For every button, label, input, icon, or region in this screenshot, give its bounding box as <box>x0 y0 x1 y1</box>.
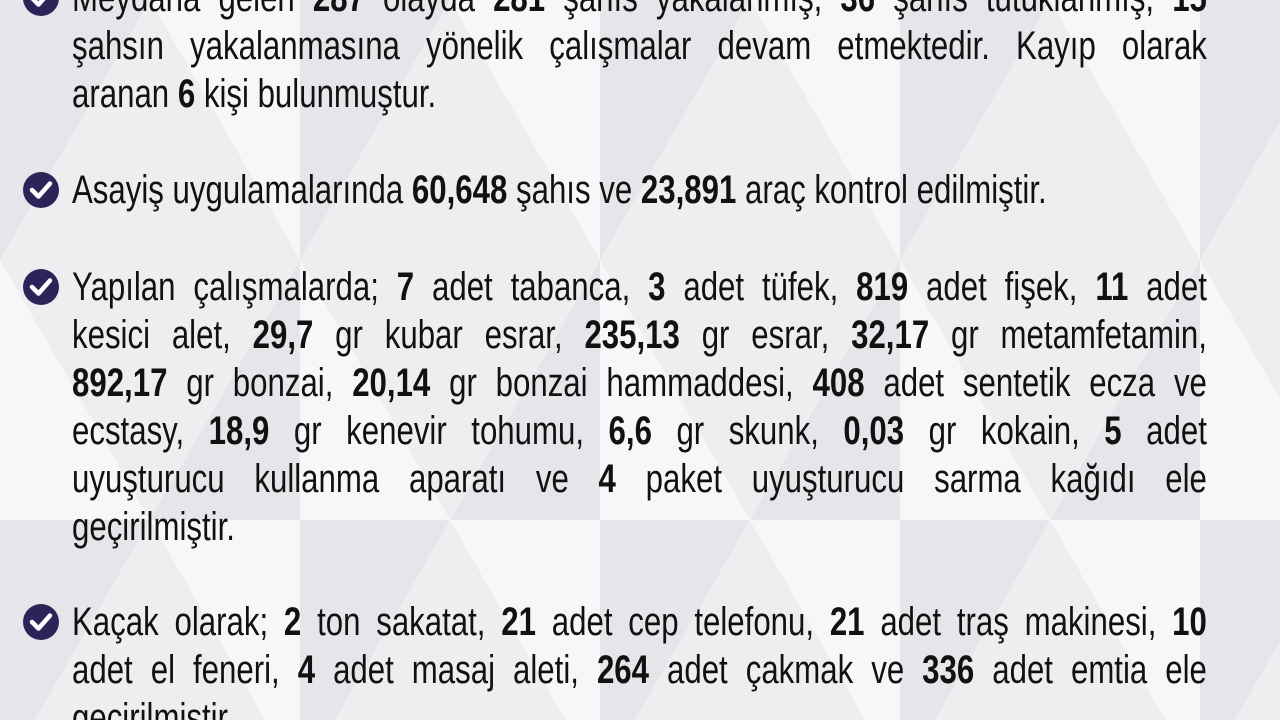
check-icon <box>23 604 59 640</box>
text-run: Kaçak olarak; <box>72 600 284 644</box>
text-run: geçirilmiştir. <box>72 696 235 720</box>
bold-figure: 15 <box>1172 0 1207 20</box>
text-run: Asayiş uygulamalarında <box>72 168 412 212</box>
text-run: Yapılan çalışmalarda; <box>72 265 397 309</box>
text-run: aranan <box>72 72 178 116</box>
bold-figure: 408 <box>812 361 865 405</box>
text-run: adet <box>1121 409 1207 453</box>
bold-figure: 6 <box>177 72 196 116</box>
check-icon <box>23 269 59 305</box>
text-line: aranan 6 kişi bulunmuştur. <box>72 70 1207 118</box>
bold-figure: 3 <box>648 265 666 309</box>
bold-figure: 20,14 <box>352 361 431 405</box>
check-icon <box>23 0 59 16</box>
text-line: adet el feneri, 4 adet masaj aleti, 264 … <box>72 646 1207 694</box>
bold-figure: 7 <box>396 265 415 309</box>
text-line: 892,17 gr bonzai, 20,14 gr bonzai hammad… <box>72 359 1207 407</box>
text-line: Meydana gelen 287 olayda 281 şahıs yakal… <box>72 0 1207 22</box>
bold-figure: 0,03 <box>843 409 905 453</box>
text-run: ton sakatat, <box>301 600 502 644</box>
text-run: şahıs yakalanmış, <box>545 0 840 20</box>
text-run: uyuşturucu kullanma aparatı ve <box>72 457 599 501</box>
bold-figure: 2 <box>283 600 302 644</box>
text-run: gr metamfetamin, <box>929 313 1207 357</box>
text-run: kişi bulunmuştur. <box>195 72 437 116</box>
text-run: adet el feneri, <box>72 648 298 692</box>
text-run: adet masaj aleti, <box>315 648 597 692</box>
text-run: gr kokain, <box>904 409 1105 453</box>
bold-figure: 21 <box>501 600 536 644</box>
bold-figure: 264 <box>596 648 650 692</box>
text-run: adet cep telefonu, <box>535 600 830 644</box>
text-run: adet traş makinesi, <box>864 600 1173 644</box>
text-line: geçirilmiştir. <box>72 503 1207 551</box>
bold-figure: 892,17 <box>72 361 168 405</box>
bold-figure: 4 <box>297 648 316 692</box>
text-run: olayda <box>365 0 493 20</box>
text-run: adet fişek, <box>908 265 1096 309</box>
bold-figure: 819 <box>856 265 909 309</box>
text-run: gr kenevir tohumu, <box>269 409 609 453</box>
text-line: Yapılan çalışmalarda; 7 adet tabanca, 3 … <box>72 263 1207 311</box>
text-run: gr bonzai hammaddesi, <box>430 361 813 405</box>
bold-figure: 6,6 <box>608 409 652 453</box>
bold-figure: 281 <box>493 0 545 20</box>
text-run: adet emtia ele <box>974 648 1207 692</box>
text-line: şahsın yakalanmasına yönelik çalışmalar … <box>72 22 1207 70</box>
text-run: Meydana gelen <box>72 0 313 20</box>
bold-figure: 18,9 <box>208 409 270 453</box>
text-run: paket uyuşturucu sarma kağıdı ele <box>615 457 1207 501</box>
bold-figure: 21 <box>829 600 865 644</box>
text-run: adet sentetik ecza ve <box>864 361 1207 405</box>
text-run: araç kontrol edilmiştir. <box>736 168 1047 212</box>
bold-figure: 287 <box>313 0 365 20</box>
text-run: adet tüfek, <box>665 265 857 309</box>
text-line: Kaçak olarak; 2 ton sakatat, 21 adet cep… <box>72 598 1207 646</box>
bold-figure: 336 <box>922 648 975 692</box>
check-icon <box>23 172 59 208</box>
text-run: gr kubar esrar, <box>313 313 585 357</box>
bold-figure: 60,648 <box>411 168 508 212</box>
bold-figure: 29,7 <box>252 313 314 357</box>
text-run: geçirilmiştir. <box>72 505 235 549</box>
text-run: şahsın yakalanmasına yönelik çalışmalar … <box>72 24 1207 68</box>
text-line: Asayiş uygulamalarında 60,648 şahıs ve 2… <box>72 166 1207 214</box>
text-run: gr esrar, <box>679 313 852 357</box>
bold-figure: 235,13 <box>584 313 680 357</box>
bold-figure: 11 <box>1095 265 1129 309</box>
text-run: şahıs tutuklanmış, <box>875 0 1172 20</box>
text-run: gr skunk, <box>651 409 844 453</box>
bold-figure: 10 <box>1172 600 1207 644</box>
text-run: adet çakmak ve <box>649 648 923 692</box>
bold-figure: 4 <box>598 457 616 501</box>
text-run: adet <box>1128 265 1207 309</box>
text-run: şahıs ve <box>507 168 641 212</box>
text-line: ecstasy, 18,9 gr kenevir tohumu, 6,6 gr … <box>72 407 1207 455</box>
text-run: gr bonzai, <box>167 361 353 405</box>
text-line: geçirilmiştir. <box>72 694 1207 720</box>
text-run: adet tabanca, <box>414 265 649 309</box>
bold-figure: 32,17 <box>851 313 930 357</box>
bold-figure: 23,891 <box>640 168 737 212</box>
bold-figure: 5 <box>1104 409 1122 453</box>
text-line: uyuşturucu kullanma aparatı ve 4 paket u… <box>72 455 1207 503</box>
text-run: kesici alet, <box>72 313 253 357</box>
text-run: ecstasy, <box>72 409 209 453</box>
bold-figure: 36 <box>840 0 875 20</box>
text-line: kesici alet, 29,7 gr kubar esrar, 235,13… <box>72 311 1207 359</box>
